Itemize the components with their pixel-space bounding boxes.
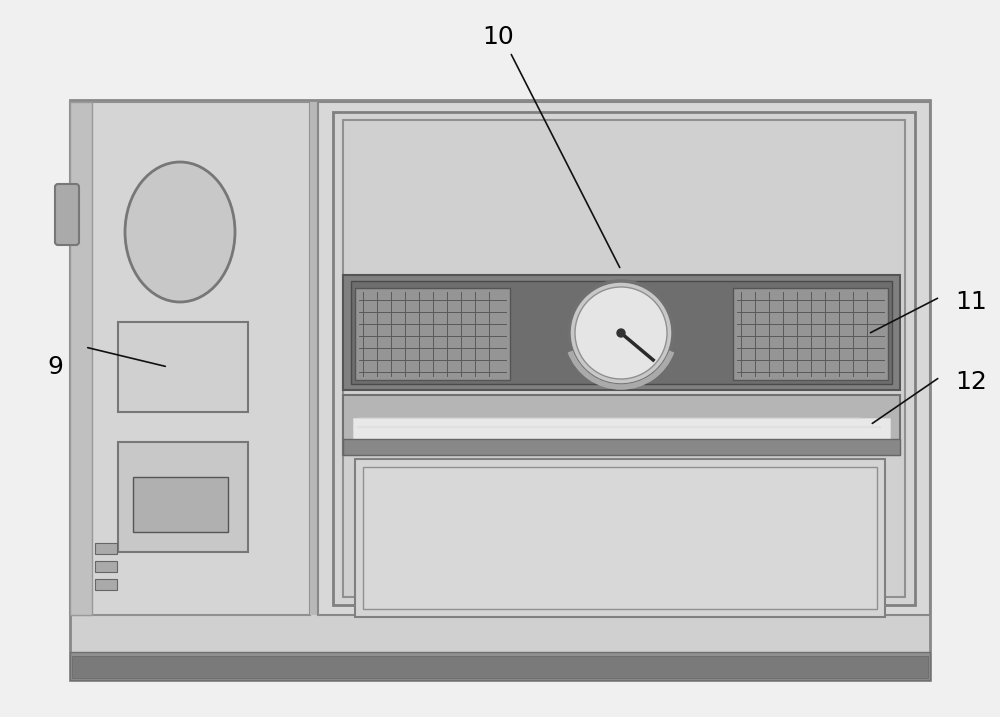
Bar (118, 322, 248, 412)
Circle shape (569, 281, 673, 385)
Ellipse shape (125, 162, 235, 302)
Bar (70, 652, 930, 680)
Bar (333, 112, 915, 605)
Bar (70, 100, 930, 680)
Circle shape (617, 329, 625, 337)
Text: 10: 10 (482, 25, 514, 49)
Bar (133, 477, 228, 532)
Bar (351, 281, 892, 384)
FancyBboxPatch shape (55, 184, 79, 245)
Text: 9: 9 (47, 355, 63, 379)
Bar (355, 288, 510, 380)
Bar (343, 120, 905, 597)
Bar (70, 102, 310, 615)
Bar (355, 459, 885, 617)
Bar (95, 579, 117, 590)
Circle shape (575, 287, 667, 379)
Bar (353, 418, 890, 440)
Bar (343, 275, 900, 390)
Bar (363, 467, 877, 609)
Bar (733, 288, 888, 380)
Bar (118, 442, 248, 552)
Bar (95, 543, 117, 554)
Bar (95, 561, 117, 572)
Bar (72, 656, 928, 678)
Bar (70, 102, 92, 615)
Bar (343, 395, 900, 455)
Text: 12: 12 (955, 370, 987, 394)
Bar (310, 102, 318, 615)
Text: 11: 11 (955, 290, 987, 314)
Bar (343, 439, 900, 455)
Bar (318, 102, 930, 615)
